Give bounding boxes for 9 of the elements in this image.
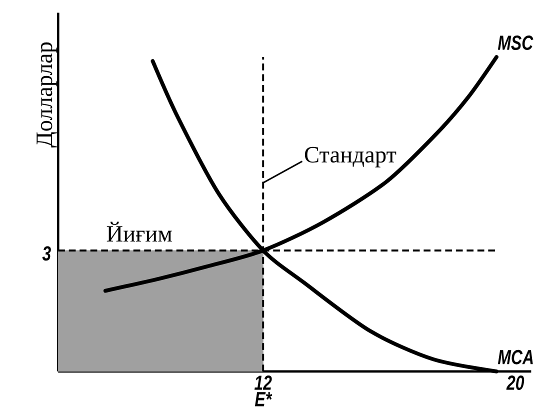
annotation: E* (254, 392, 272, 406)
y-axis-title: Долларлар (36, 42, 57, 148)
y-tick-label: 3 (42, 246, 51, 260)
series-label: MCA (498, 350, 533, 364)
x-tick-label: 20 (506, 375, 524, 390)
series-label: Йиғим (106, 221, 172, 242)
series-label: MSC (498, 35, 534, 50)
ref-line-label: Стандарт (304, 146, 396, 168)
x-tick-label: 12 (254, 375, 272, 390)
